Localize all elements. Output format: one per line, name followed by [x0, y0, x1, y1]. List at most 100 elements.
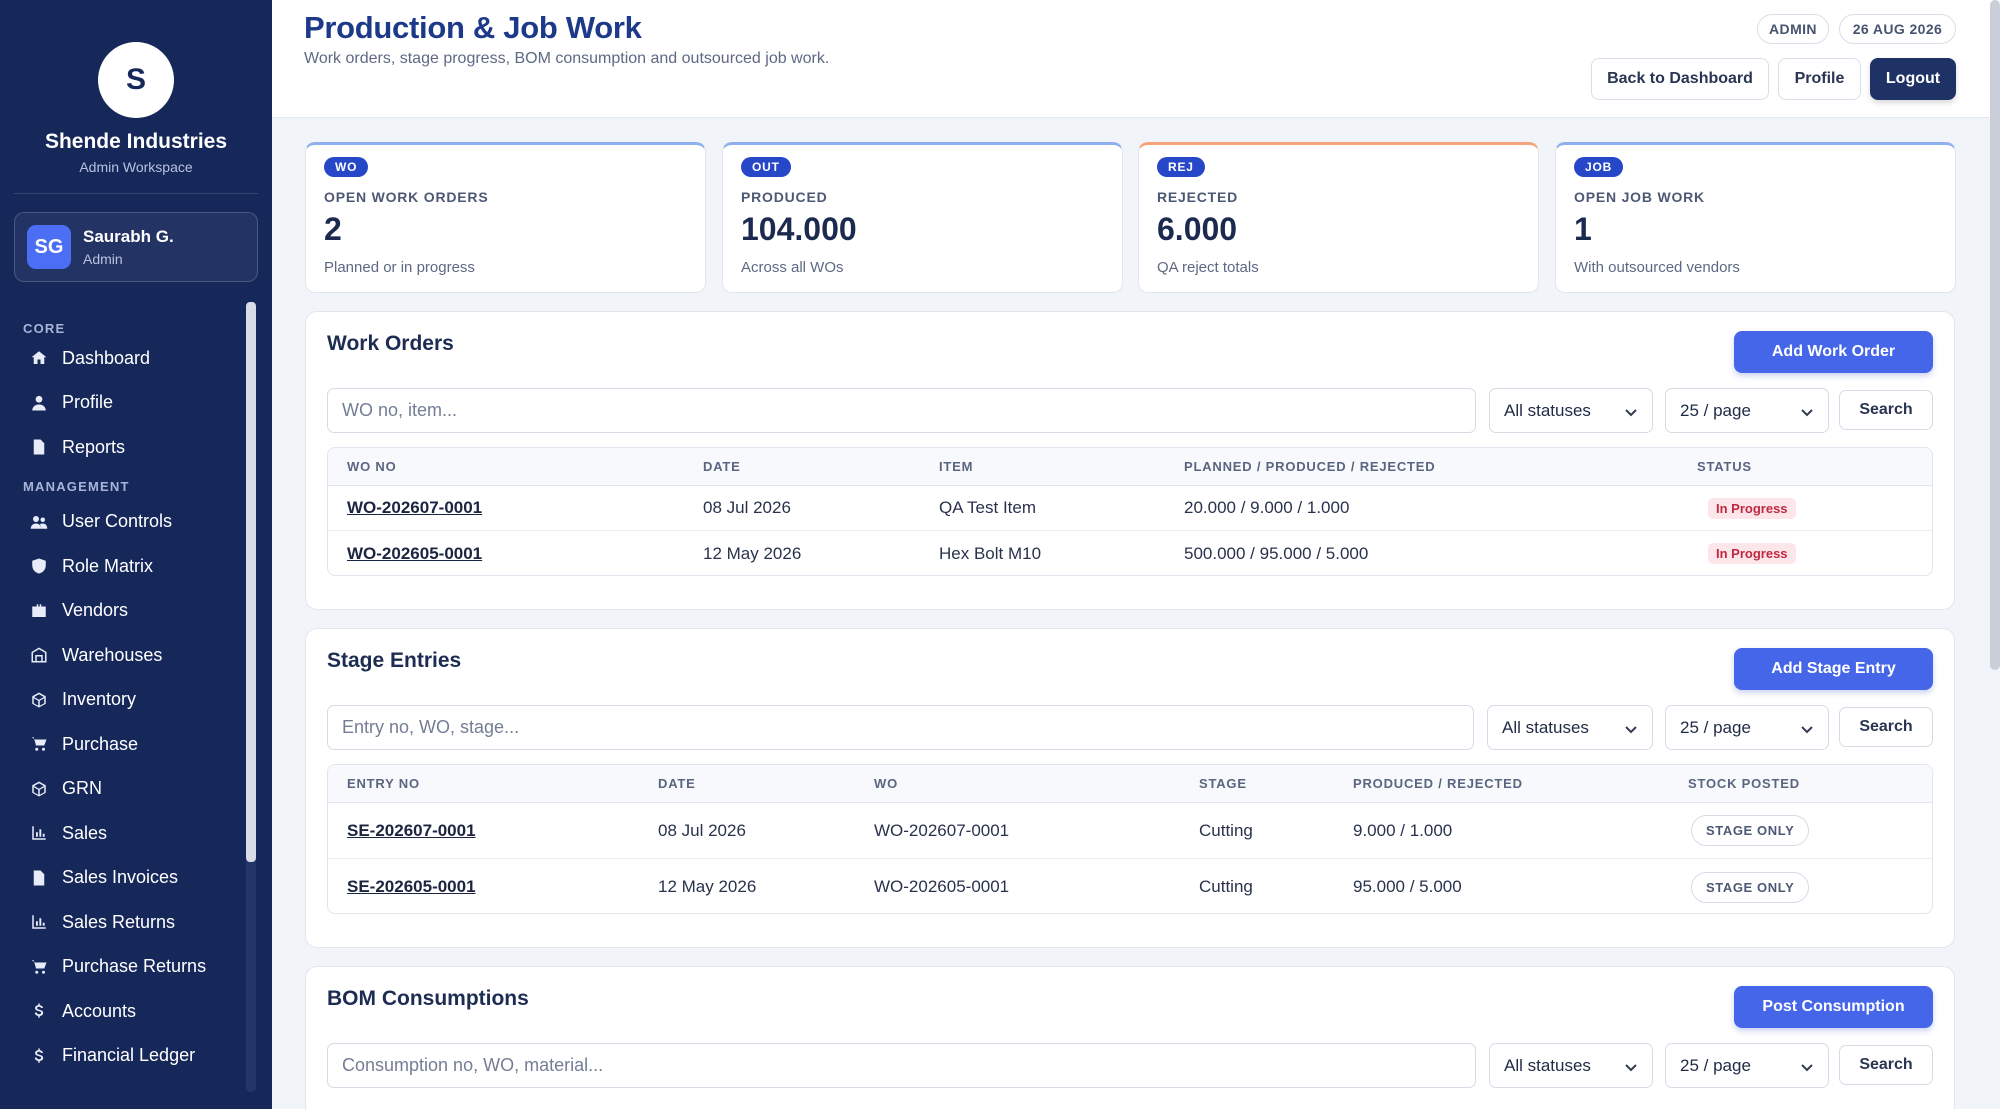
brand-divider [14, 193, 258, 194]
add-work-order-button[interactable]: Add Work Order [1734, 331, 1933, 373]
page-scrollbar[interactable] [1990, 0, 2000, 670]
sidebar-item-purchase[interactable]: Purchase [0, 722, 246, 767]
bom-search-input[interactable] [327, 1043, 1476, 1088]
logout-button[interactable]: Logout [1870, 58, 1956, 100]
sidebar-item-sales[interactable]: Sales [0, 811, 246, 856]
column-header: ITEM [939, 459, 974, 474]
user-card[interactable]: SG Saurabh G. Admin [14, 212, 258, 282]
sidebar-item-label: Sales [62, 822, 108, 843]
work-orders-search-input[interactable] [327, 388, 1476, 433]
sidebar-item-sales-invoices[interactable]: Sales Invoices [0, 856, 246, 901]
stat-badge: JOB [1574, 157, 1624, 177]
wo-date: 08 Jul 2026 [703, 498, 791, 517]
brand-subtitle: Admin Workspace [79, 159, 193, 175]
sidebar-item-label: Inventory [62, 689, 137, 710]
sidebar-item-label: Purchase [62, 733, 139, 754]
cart-icon [30, 958, 48, 976]
add-stage-entry-button[interactable]: Add Stage Entry [1734, 648, 1933, 690]
entry-date: 12 May 2026 [658, 877, 757, 896]
bar-chart-icon [30, 913, 48, 931]
bom-page-size-select[interactable]: 25 / page [1665, 1043, 1829, 1088]
work-orders-search-button[interactable]: Search [1839, 390, 1933, 430]
bom-consumptions-panel: BOM Consumptions Post Consumption All st… [305, 966, 1955, 1109]
back-to-dashboard-button[interactable]: Back to Dashboard [1591, 58, 1769, 100]
table-header: WO NO DATE ITEM PLANNED / PRODUCED / REJ… [328, 448, 1932, 486]
column-header: PLANNED / PRODUCED / REJECTED [1184, 459, 1436, 474]
profile-button[interactable]: Profile [1778, 58, 1861, 100]
select-value: 25 / page [1680, 400, 1751, 420]
entry-number-link[interactable]: SE-202607-0001 [347, 820, 476, 840]
chevron-down-icon [1800, 404, 1814, 418]
sidebar-item-label: Role Matrix [62, 555, 154, 576]
brand-logo: S [98, 42, 174, 118]
sidebar-item-grn[interactable]: GRN [0, 767, 246, 812]
dollar-icon [30, 1002, 48, 1020]
dollar-icon [30, 1047, 48, 1065]
stat-badge: OUT [741, 157, 791, 177]
stat-label: OPEN WORK ORDERS [324, 189, 489, 205]
stat-note: Planned or in progress [324, 259, 475, 276]
sidebar: S Shende Industries Admin Workspace SG S… [0, 0, 272, 1109]
bom-search-button[interactable]: Search [1839, 1045, 1933, 1085]
sidebar-item-vendors[interactable]: Vendors [0, 589, 246, 634]
sidebar-item-role-matrix[interactable]: Role Matrix [0, 544, 246, 589]
sidebar-item-accounts[interactable]: Accounts [0, 989, 246, 1034]
wo-number-link[interactable]: WO-202605-0001 [347, 543, 483, 563]
sidebar-item-warehouses[interactable]: Warehouses [0, 633, 246, 678]
role-pill: ADMIN [1757, 14, 1829, 44]
stat-label: REJECTED [1157, 189, 1239, 205]
wo-date: 12 May 2026 [703, 543, 802, 563]
nav-section-core: CORE [23, 321, 66, 336]
chevron-down-icon [1624, 721, 1638, 735]
wo-item: Hex Bolt M10 [939, 543, 1042, 563]
table-header: ENTRY NO DATE WO STAGE PRODUCED / REJECT… [328, 765, 1932, 803]
date-pill: 26 AUG 2026 [1839, 14, 1956, 44]
stage-entries-status-select[interactable]: All statuses [1487, 705, 1653, 750]
status-badge: In Progress [1708, 497, 1796, 519]
brand-name: Shende Industries [44, 130, 228, 153]
post-consumption-button[interactable]: Post Consumption [1734, 986, 1933, 1028]
wo-number-link[interactable]: WO-202607-0001 [347, 498, 483, 517]
stat-value: 104.000 [741, 211, 857, 247]
sidebar-scrollbar[interactable] [246, 302, 256, 862]
stage-entries-search-input[interactable] [327, 705, 1474, 750]
wo-quantities: 500.000 / 95.000 / 5.000 [1184, 543, 1369, 563]
file-icon [30, 438, 48, 456]
stat-value: 1 [1574, 211, 1592, 247]
column-header: STATUS [1697, 459, 1752, 474]
sidebar-item-sales-returns[interactable]: Sales Returns [0, 900, 246, 945]
user-name: Saurabh G. [83, 227, 174, 246]
stat-label: PRODUCED [741, 189, 828, 205]
user-icon [30, 394, 48, 412]
cart-icon [30, 735, 48, 753]
bom-status-select[interactable]: All statuses [1489, 1043, 1653, 1088]
stage-entries-title: Stage Entries [327, 649, 462, 672]
sidebar-item-profile[interactable]: Profile [0, 381, 246, 426]
stage-entries-search-button[interactable]: Search [1839, 707, 1933, 747]
briefcase-icon [30, 602, 48, 620]
chevron-down-icon [1624, 1059, 1638, 1073]
work-orders-status-select[interactable]: All statuses [1489, 388, 1653, 433]
sidebar-item-label: Sales Returns [62, 911, 176, 932]
column-header: STAGE [1199, 776, 1247, 791]
work-orders-panel: Work Orders Add Work Order All statuses … [305, 311, 1955, 610]
sidebar-item-label: Warehouses [62, 644, 163, 665]
stage-entries-page-size-select[interactable]: 25 / page [1665, 705, 1829, 750]
sidebar-item-dashboard[interactable]: Dashboard [0, 336, 246, 381]
entry-number-link[interactable]: SE-202605-0001 [347, 877, 476, 896]
users-icon [30, 513, 48, 531]
stat-note: With outsourced vendors [1574, 259, 1740, 276]
stat-card-produced: OUT PRODUCED 104.000 Across all WOs [722, 142, 1123, 293]
column-header: WO NO [347, 459, 397, 474]
sidebar-item-inventory[interactable]: Inventory [0, 678, 246, 723]
stat-card-open-job-work: JOB OPEN JOB WORK 1 With outsourced vend… [1555, 142, 1956, 293]
sidebar-item-user-controls[interactable]: User Controls [0, 500, 246, 545]
work-orders-page-size-select[interactable]: 25 / page [1665, 388, 1829, 433]
sidebar-item-purchase-returns[interactable]: Purchase Returns [0, 945, 246, 990]
sidebar-item-reports[interactable]: Reports [0, 425, 246, 470]
sidebar-item-financial-ledger[interactable]: Financial Ledger [0, 1034, 246, 1079]
status-badge: In Progress [1708, 543, 1796, 564]
avatar: SG [27, 225, 71, 269]
nav-section-management: MANAGEMENT [23, 478, 130, 494]
stat-badge: REJ [1157, 157, 1205, 177]
